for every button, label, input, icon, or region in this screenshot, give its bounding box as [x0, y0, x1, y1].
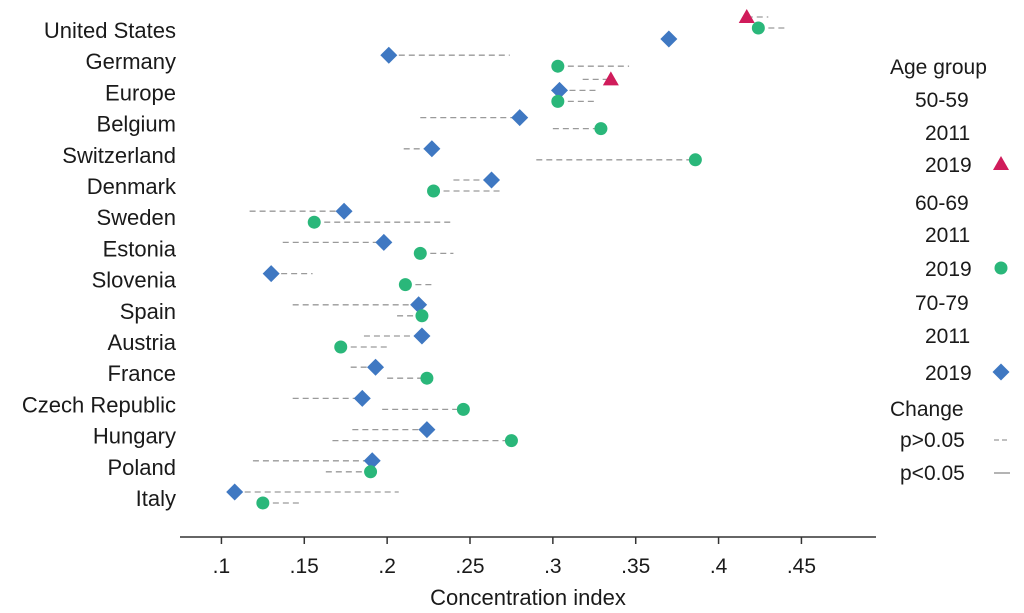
legend-group-50-59: 50-59	[915, 89, 969, 112]
legend-group-60-69: 60-69	[915, 192, 969, 215]
x-tick-label: .1	[213, 555, 231, 578]
country-label-switzerland: Switzerland	[62, 143, 176, 168]
country-label-austria: Austria	[108, 330, 177, 355]
marker-italy-60-69	[256, 496, 270, 510]
confidence-intervals	[234, 16, 787, 504]
country-label-spain: Spain	[120, 299, 176, 324]
legend-group-70-79: 70-79	[915, 292, 969, 315]
marker-belgium-60-69	[594, 122, 608, 136]
legend-change-title: Change	[890, 398, 964, 421]
marker-germany-70-79	[380, 46, 398, 64]
marker-denmark-60-69	[427, 184, 441, 198]
legend-symbols	[992, 156, 1010, 474]
legend-triangle-icon	[993, 156, 1009, 170]
x-tick-label: .25	[455, 555, 484, 578]
marker-slovenia-60-69	[398, 278, 412, 292]
marker-sweden-60-69	[307, 215, 321, 229]
marker-europe-50-59	[602, 71, 619, 86]
country-label-denmark: Denmark	[87, 174, 177, 199]
country-label-italy: Italy	[136, 486, 176, 511]
marker-switzerland-70-79	[423, 140, 441, 158]
x-tick-label: .35	[621, 555, 650, 578]
marker-slovenia-70-79	[262, 265, 280, 283]
marker-united-states-50-59	[738, 9, 755, 23]
legend-change-p-gt: p>0.05	[900, 429, 965, 452]
country-label-europe: Europe	[105, 80, 176, 105]
marker-czech-republic-70-79	[353, 389, 371, 407]
marker-france-60-69	[420, 371, 434, 385]
x-tick-label: .3	[544, 555, 562, 578]
legend-title: Age group	[890, 56, 987, 79]
marker-austria-60-69	[334, 340, 348, 354]
marker-hungary-60-69	[504, 434, 518, 448]
x-tick-label: .4	[710, 555, 728, 578]
marker-estonia-60-69	[413, 246, 427, 260]
legend-60-69-2019: 2019	[925, 258, 972, 281]
x-tick-label: .45	[787, 555, 816, 578]
data-markers	[226, 9, 765, 510]
legend-70-79-2011: 2011	[925, 325, 970, 348]
country-label-poland: Poland	[107, 455, 176, 480]
country-label-belgium: Belgium	[97, 112, 176, 137]
country-label-sweden: Sweden	[96, 205, 176, 230]
marker-spain-70-79	[410, 296, 428, 314]
x-tick-label: .15	[290, 555, 319, 578]
country-label-hungary: Hungary	[93, 424, 176, 449]
x-axis-title: Concentration index	[430, 585, 626, 610]
x-axis: .1 .15 .2 .25 .3 .35 .4 .45	[180, 536, 876, 578]
legend-70-79-2019: 2019	[925, 362, 972, 385]
legend-change-p-lt: p<0.05	[900, 462, 965, 485]
marker-switzerland-60-69	[688, 153, 702, 167]
marker-austria-70-79	[413, 327, 431, 345]
x-tick-label: .2	[378, 555, 396, 578]
marker-czech-republic-60-69	[456, 402, 470, 416]
legend: Age group 50-59 2011 2019 60-69 2011 201…	[890, 56, 1010, 485]
legend-circle-icon	[994, 261, 1008, 275]
marker-belgium-70-79	[511, 109, 529, 127]
country-label-united-states: United States	[44, 18, 176, 43]
marker-poland-70-79	[363, 452, 381, 470]
marker-germany-60-69	[551, 59, 565, 73]
legend-60-69-2011: 2011	[925, 224, 970, 247]
marker-denmark-70-79	[483, 171, 501, 189]
legend-50-59-2019: 2019	[925, 154, 972, 177]
marker-poland-60-69	[364, 465, 378, 479]
legend-diamond-icon	[992, 363, 1010, 381]
marker-europe-60-69	[551, 94, 565, 108]
country-label-slovenia: Slovenia	[92, 268, 177, 293]
marker-estonia-70-79	[375, 233, 393, 251]
marker-hungary-70-79	[418, 421, 436, 439]
marker-italy-70-79	[226, 483, 244, 501]
marker-europe-70-79	[550, 81, 568, 99]
country-label-germany: Germany	[86, 49, 176, 74]
marker-united-states-70-79	[660, 30, 678, 48]
country-label-france: France	[108, 361, 176, 386]
legend-50-59-2011: 2011	[925, 122, 970, 145]
country-label-czech-republic: Czech Republic	[22, 392, 176, 417]
country-labels: United States Germany Europe Belgium Switzer…	[22, 18, 177, 511]
marker-france-70-79	[367, 358, 385, 376]
marker-spain-60-69	[415, 309, 429, 323]
country-label-estonia: Estonia	[103, 236, 177, 261]
marker-sweden-70-79	[335, 202, 353, 220]
marker-united-states-60-69	[751, 21, 765, 35]
